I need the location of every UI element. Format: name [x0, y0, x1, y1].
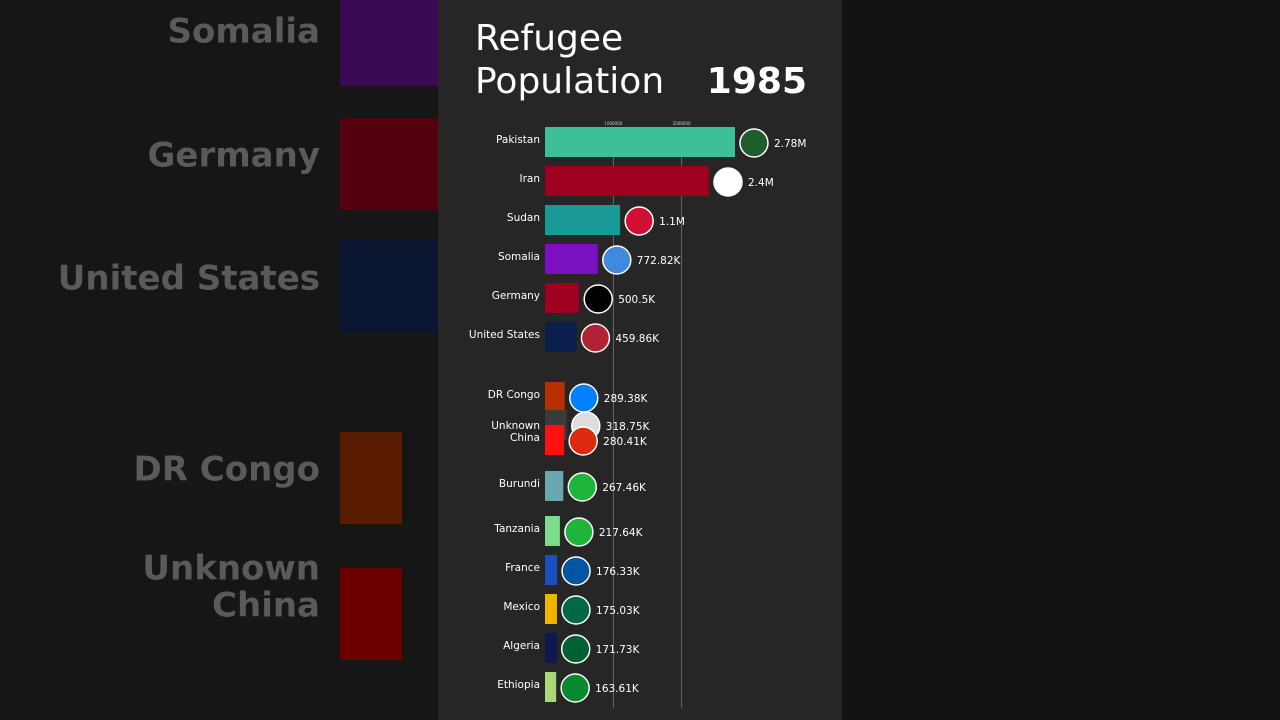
flag — [602, 245, 632, 275]
bar — [545, 471, 564, 501]
blur-bar — [340, 0, 438, 86]
value-label: 500.5K — [618, 294, 656, 306]
flag — [739, 128, 769, 158]
y-tick-label: Unknown — [491, 420, 540, 432]
chart-title: Refugee Population — [475, 18, 664, 102]
year-label: 1985 — [707, 61, 807, 102]
x-tick-label: 2000000 — [673, 121, 691, 126]
value-label: 171.73K — [596, 644, 641, 656]
blur-label: China — [212, 586, 320, 626]
blur-bar — [340, 432, 402, 524]
flag — [580, 323, 611, 353]
bar — [545, 127, 735, 157]
value-label: 2.4M — [748, 177, 774, 189]
value-label: 163.61K — [595, 683, 640, 695]
value-label: 772.82K — [637, 255, 682, 267]
flag — [561, 556, 591, 586]
y-tick-label: Algeria — [503, 640, 540, 652]
blur-label: Unknown — [142, 549, 320, 589]
y-tick-label: Ethiopia — [497, 679, 540, 691]
value-label: 175.03K — [596, 605, 641, 617]
y-tick-label: Somalia — [498, 251, 540, 263]
bar — [545, 555, 558, 585]
bar — [545, 516, 560, 546]
value-label: 1.1M — [659, 216, 685, 228]
value-label: 289.38K — [604, 393, 649, 405]
blur-label: United States — [58, 259, 320, 299]
x-tick-label: 1000000 — [604, 121, 622, 126]
bar — [545, 425, 565, 455]
value-label: 176.33K — [596, 566, 641, 578]
flag — [569, 383, 599, 413]
bar — [545, 166, 709, 196]
y-tick-label: United States — [469, 329, 540, 341]
blurred-right — [842, 0, 1280, 720]
bar — [545, 205, 621, 235]
flag — [560, 673, 590, 703]
bar — [545, 283, 580, 313]
flag — [560, 634, 591, 664]
flag — [561, 595, 591, 625]
flag — [567, 472, 598, 502]
y-tick-label: Iran — [519, 173, 540, 185]
value-label: 267.46K — [602, 482, 647, 494]
bar — [545, 322, 577, 352]
blur-bar — [340, 568, 402, 660]
y-tick-label: Sudan — [507, 212, 540, 224]
y-tick-label: Pakistan — [496, 134, 540, 146]
bar — [545, 382, 565, 412]
flag — [624, 206, 654, 236]
value-label: 318.75K — [606, 421, 651, 433]
y-tick-label: China — [510, 432, 540, 444]
flag — [564, 517, 594, 547]
blur-bar — [340, 240, 438, 332]
flag — [568, 426, 598, 456]
flag — [713, 167, 743, 197]
blur-label: Germany — [148, 136, 320, 176]
bar — [545, 244, 598, 274]
value-label: 280.41K — [603, 436, 648, 448]
value-label: 2.78M — [774, 138, 806, 150]
y-tick-label: Germany — [492, 290, 540, 302]
bar — [545, 633, 557, 663]
y-tick-label: France — [505, 562, 540, 574]
y-tick-label: Tanzania — [493, 523, 540, 535]
blur-bar — [340, 118, 438, 210]
y-tick-label: Mexico — [503, 601, 540, 613]
chart-panel — [438, 0, 842, 720]
blur-label: Somalia — [168, 12, 320, 52]
bar — [545, 594, 557, 624]
value-label: 217.64K — [599, 527, 644, 539]
blur-label: DR Congo — [134, 450, 320, 490]
y-tick-label: DR Congo — [488, 389, 540, 401]
bar — [545, 672, 557, 702]
flag — [583, 284, 613, 314]
y-tick-label: Burundi — [499, 478, 540, 490]
value-label: 459.86K — [615, 333, 660, 345]
